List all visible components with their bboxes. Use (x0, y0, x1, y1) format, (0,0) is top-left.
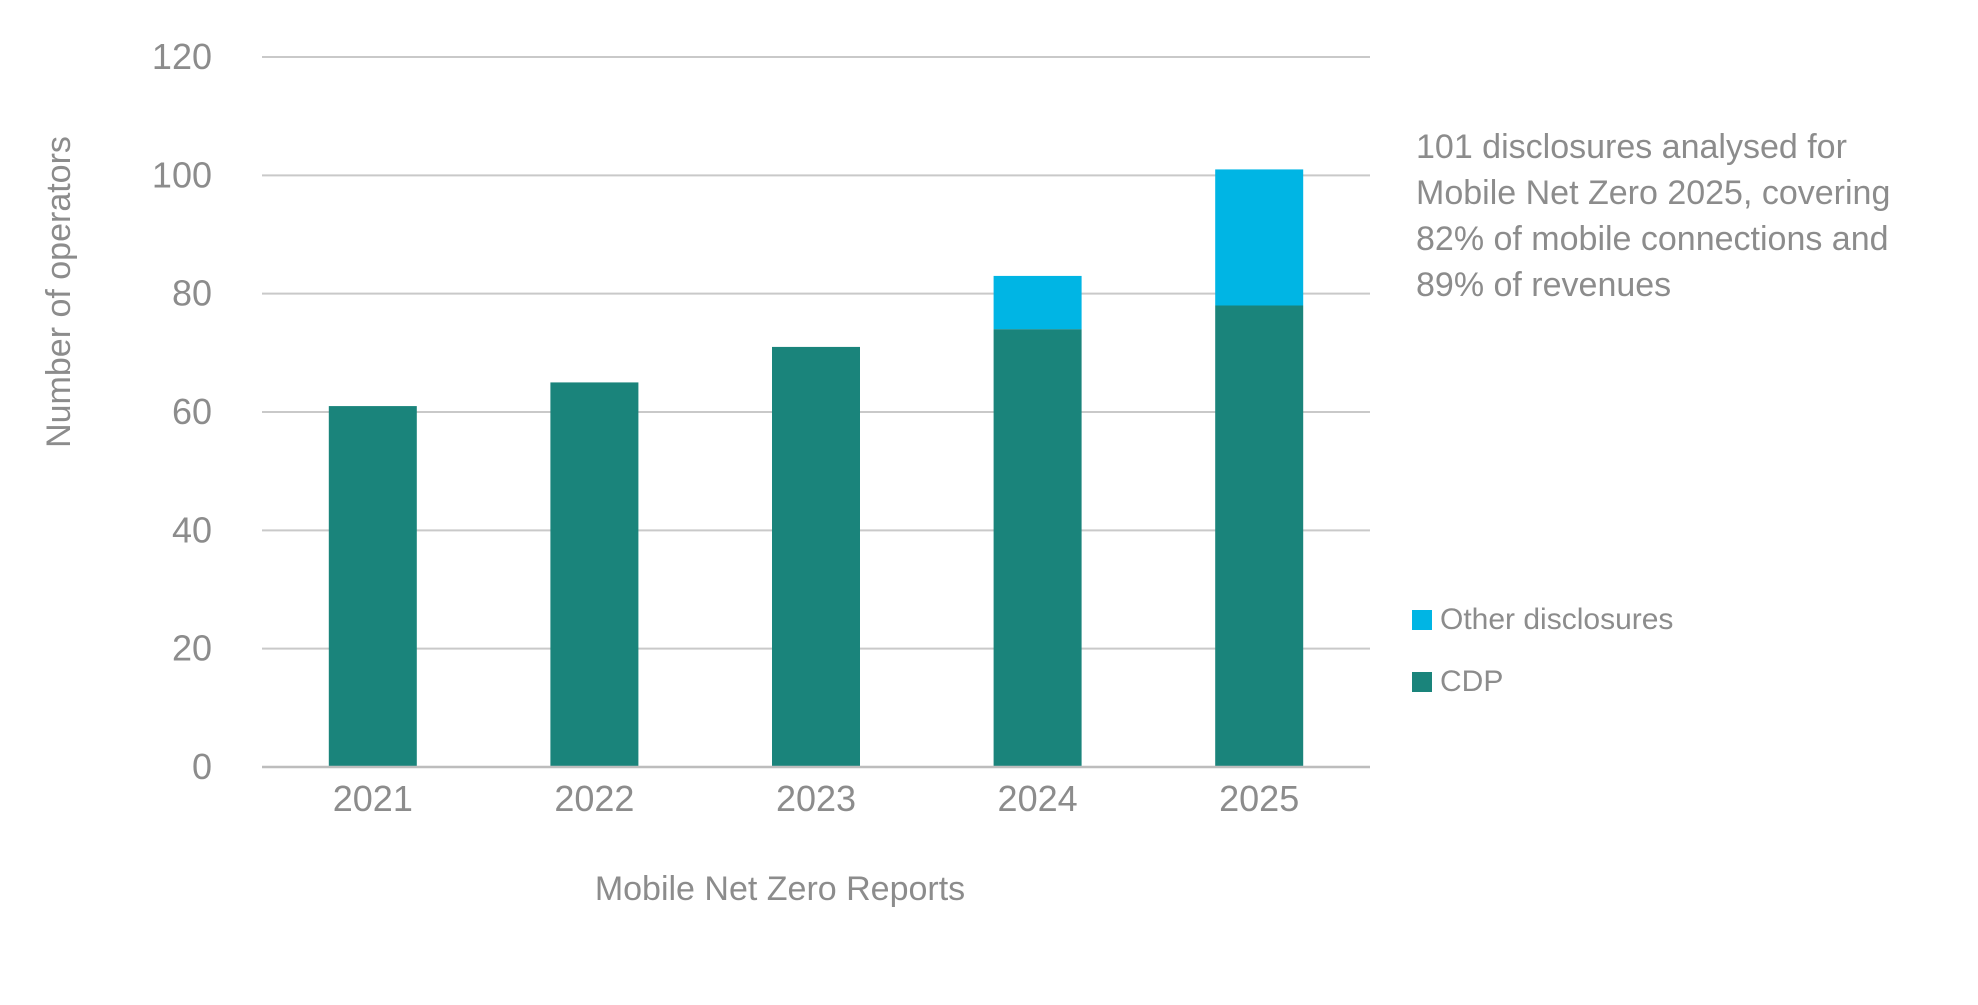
axes: 0 20 40 60 80 100 120 2021 2022 2023 2024 2025 (152, 36, 1370, 819)
bar-cdp-2021 (328, 406, 417, 767)
y-tick-label: 0 (192, 746, 212, 787)
legend-swatch-cdp (1412, 672, 1432, 692)
y-axis-title: Number of operators (40, 136, 78, 448)
x-axis-title: Mobile Net Zero Reports (595, 870, 965, 908)
y-tick-label: 100 (152, 154, 212, 195)
y-tick-label: 120 (152, 36, 212, 77)
bar-other-disclosures-2025 (1215, 169, 1304, 306)
y-tick-label: 40 (172, 509, 212, 550)
bar-cdp-2025 (1215, 305, 1304, 767)
bar-cdp-2024 (993, 329, 1082, 767)
bar-cdp-2022 (550, 382, 639, 767)
legend-item-cdp: CDP (1412, 662, 1673, 702)
y-tick-label: 80 (172, 273, 212, 314)
x-tick-label: 2024 (998, 778, 1078, 819)
x-tick-label: 2021 (333, 778, 413, 819)
x-tick-label: 2025 (1219, 778, 1299, 819)
legend-swatch-other-disclosures (1412, 610, 1432, 630)
legend-item-other-disclosures: Other disclosures (1412, 600, 1673, 640)
bars (328, 169, 1304, 767)
disclosure-annotation: 101 disclosures analysed for Mobile Net … (1416, 128, 1891, 304)
legend-label-cdp: CDP (1440, 665, 1504, 698)
legend-label-other-disclosures: Other disclosures (1440, 603, 1674, 636)
x-tick-label: 2022 (554, 778, 634, 819)
x-tick-label: 2023 (776, 778, 856, 819)
bar-other-disclosures-2024 (993, 275, 1082, 330)
y-tick-label: 20 (172, 628, 212, 669)
legend: Other disclosures CDP (1412, 600, 1673, 724)
bar-cdp-2023 (772, 346, 860, 767)
y-tick-label: 60 (172, 391, 212, 432)
